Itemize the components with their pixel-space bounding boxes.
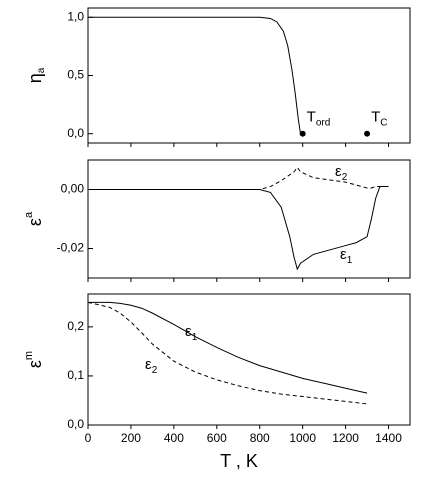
plot-frame xyxy=(87,159,411,279)
x-tick-label: 400 xyxy=(164,431,184,445)
y-tick-label: 0,1 xyxy=(67,368,84,382)
y-axis-label: εm xyxy=(23,351,45,368)
marker-label: TC xyxy=(371,109,387,129)
y-tick-label: 0,2 xyxy=(67,319,84,333)
marker-label-sub: ord xyxy=(316,117,330,128)
series-label: ε1 xyxy=(185,323,198,343)
y-tick-label: 0,0 xyxy=(67,417,84,431)
x-tick-label: 1200 xyxy=(332,431,359,445)
series-label: ε2 xyxy=(335,163,348,183)
series-label: ε1 xyxy=(340,246,353,266)
series-label-sub: 2 xyxy=(342,172,348,183)
series-label-main: ε xyxy=(185,323,192,340)
x-tick-label: 200 xyxy=(121,431,141,445)
series-label-sub: 1 xyxy=(192,332,198,343)
marker-label-main: T xyxy=(371,109,380,126)
series-line xyxy=(88,186,389,271)
series-line xyxy=(88,16,302,134)
plot-frame xyxy=(87,7,411,144)
marker-label-main: T xyxy=(307,109,316,126)
x-tick-label: 800 xyxy=(250,431,270,445)
y-axis-label-main: ε xyxy=(25,360,45,368)
plot-frame xyxy=(87,293,411,426)
series-label-sub: 2 xyxy=(152,365,158,376)
series-label-main: ε xyxy=(340,246,347,263)
series-line xyxy=(88,301,368,394)
y-axis-label: εa xyxy=(23,211,45,226)
y-tick-label: 0,5 xyxy=(67,68,84,82)
series-line xyxy=(88,166,389,190)
y-axis-label-sup: m xyxy=(23,351,35,360)
marker-label: Tord xyxy=(307,109,331,129)
series-label-main: ε xyxy=(335,163,342,180)
y-tick-label: -0,02 xyxy=(57,241,85,255)
y-axis-label: ηa xyxy=(25,67,47,83)
y-axis-label-main: ε xyxy=(25,218,45,226)
x-tick-label: 1400 xyxy=(375,431,402,445)
y-tick-label: 1,0 xyxy=(67,9,84,23)
y-axis-label-main: η xyxy=(25,73,45,83)
y-tick-label: 0,0 xyxy=(67,126,84,140)
marker-dot xyxy=(299,130,306,137)
y-axis-label-sub: a xyxy=(36,67,47,73)
series-label: ε2 xyxy=(145,356,158,376)
x-axis-label: T , K xyxy=(220,451,258,471)
series-label-sub: 1 xyxy=(347,255,353,266)
x-tick-label: 1000 xyxy=(289,431,316,445)
x-tick-label: 0 xyxy=(85,431,92,445)
y-axis-label-sup: a xyxy=(23,211,35,218)
series-line xyxy=(87,301,368,405)
y-tick-label: 0,00 xyxy=(61,182,85,196)
marker-dot xyxy=(364,130,371,137)
series-label-main: ε xyxy=(145,356,152,373)
marker-label-sub: C xyxy=(380,117,387,128)
x-tick-label: 600 xyxy=(207,431,227,445)
